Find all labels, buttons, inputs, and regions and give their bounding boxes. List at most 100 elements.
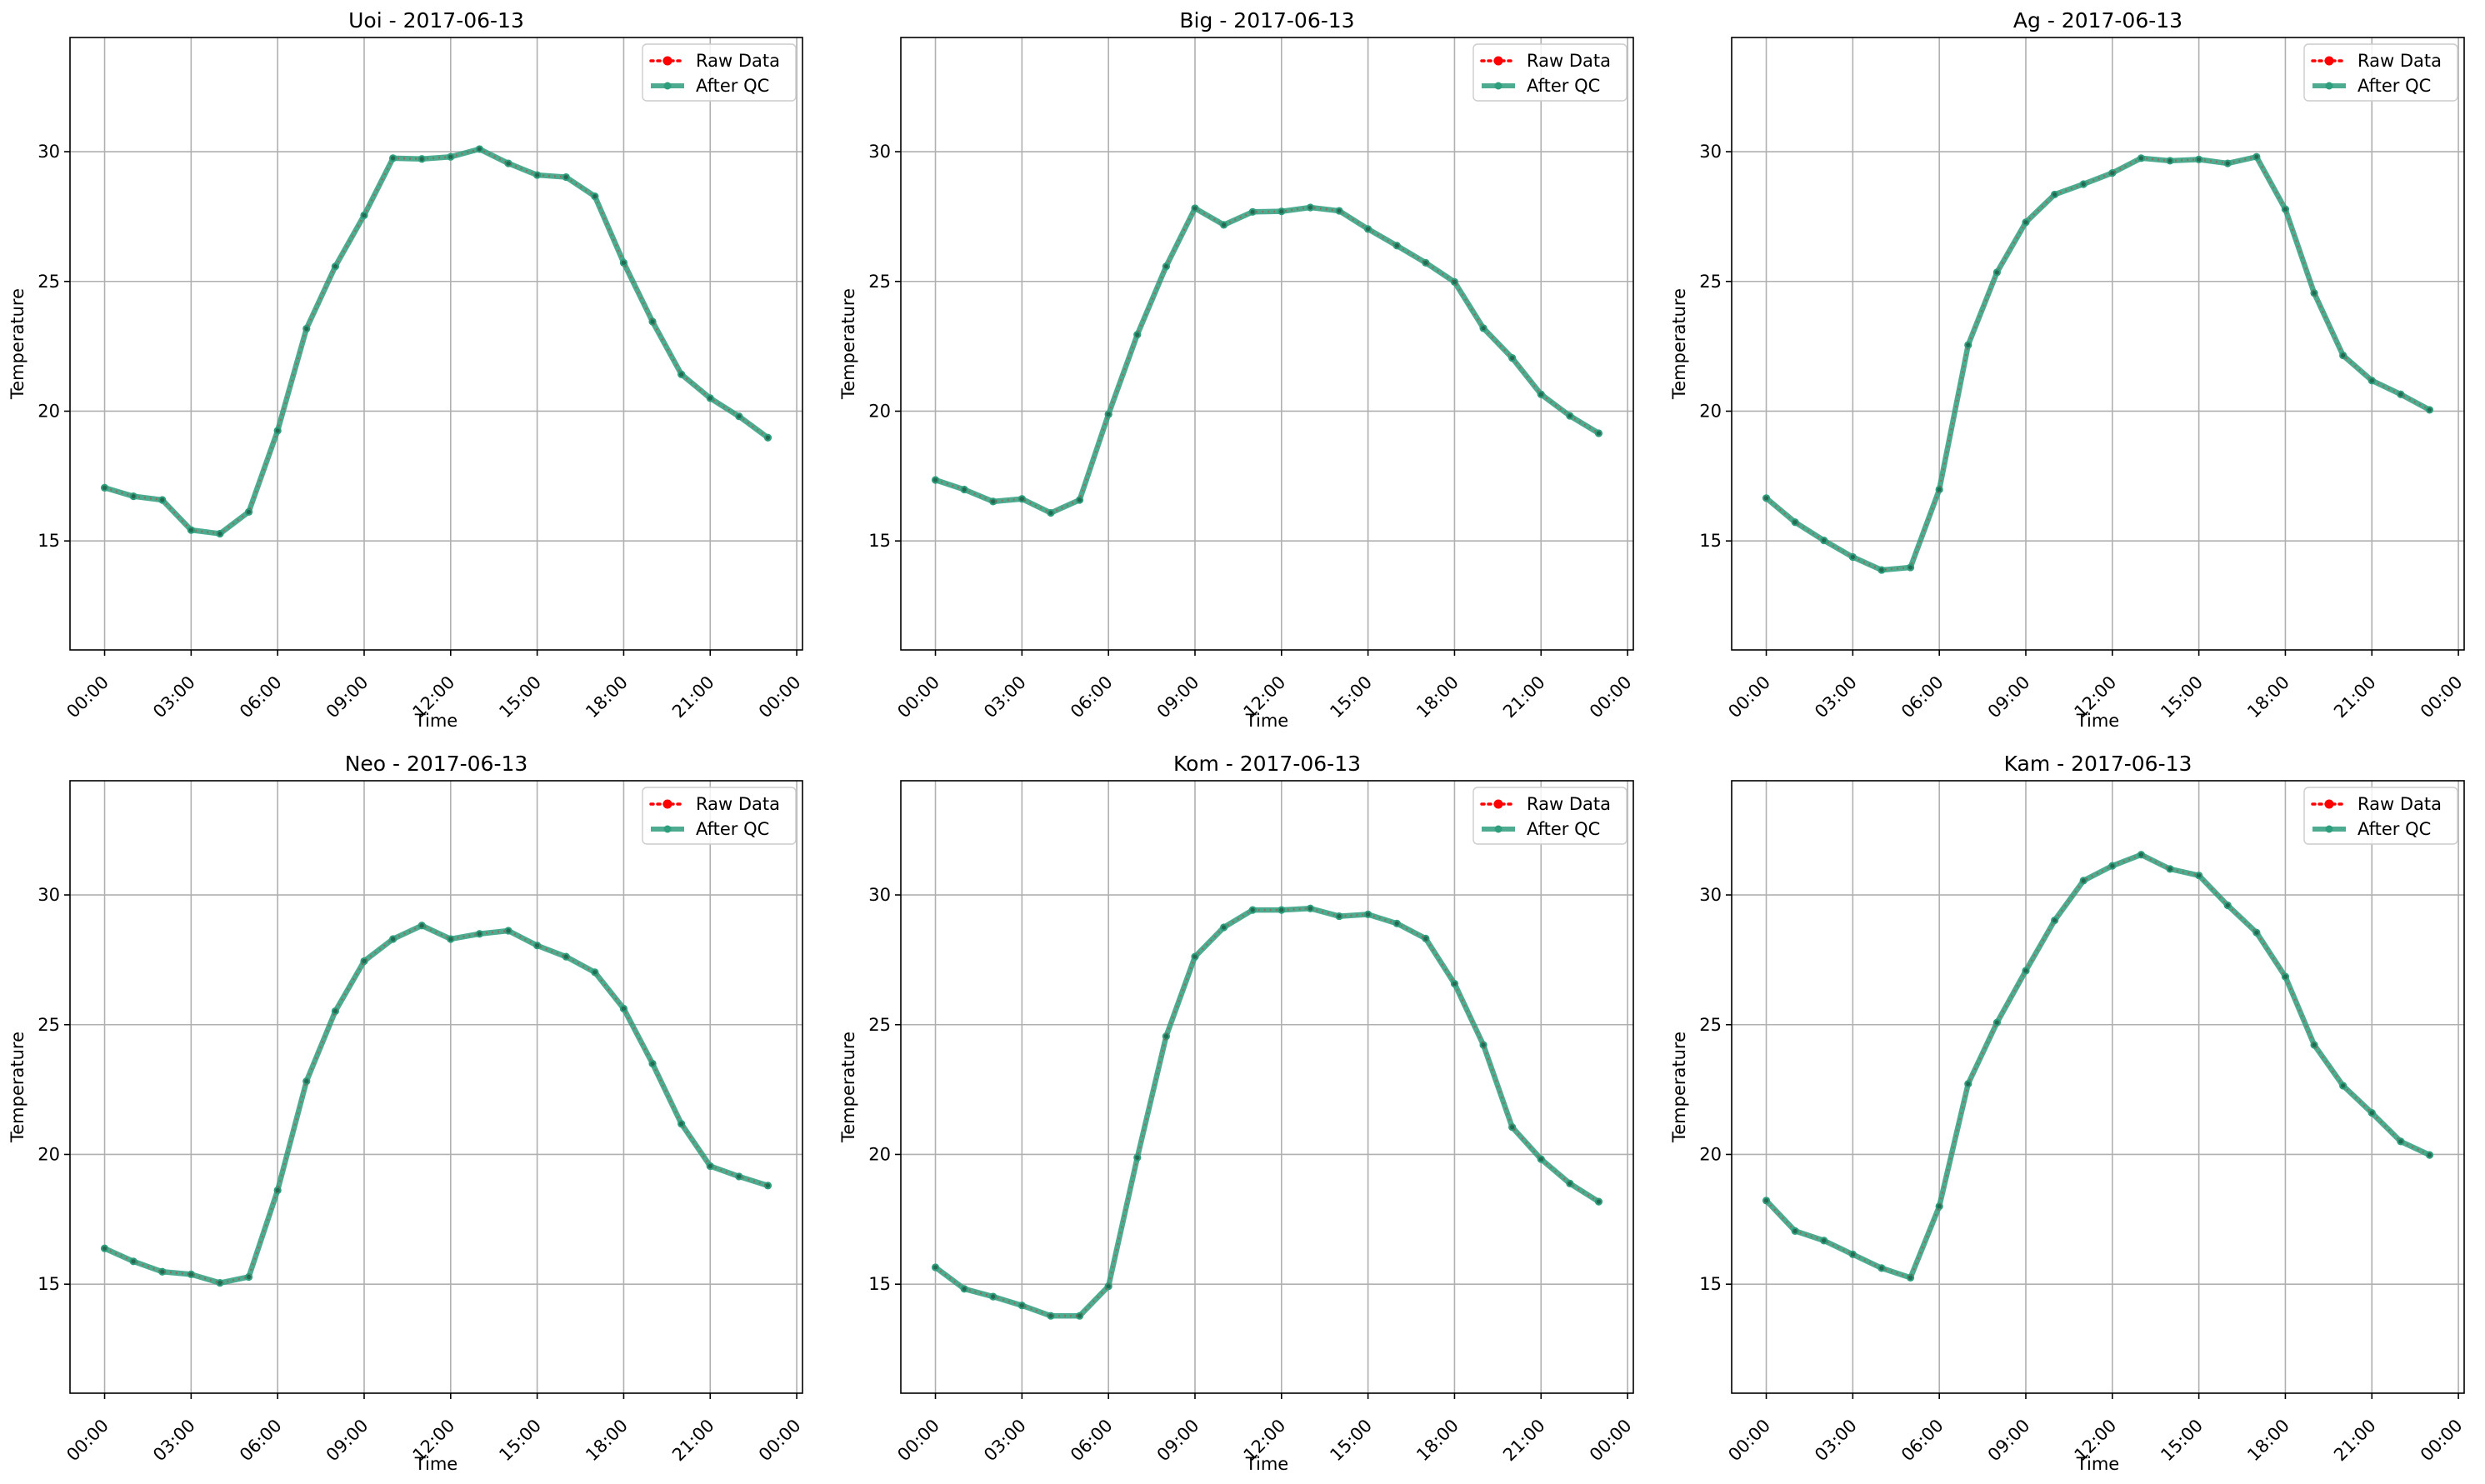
raw-data-point [2168,158,2172,163]
x-axis-label: Time [2076,1454,2119,1474]
raw-data-point [1077,497,1082,502]
raw-data-point [218,531,222,537]
y-axis-label: Temperature [8,288,28,400]
series-raw-data-line [104,924,768,1284]
subplot-title: Kom - 2017-06-13 [1173,752,1361,776]
legend-raw-marker [662,56,672,66]
raw-data-point [737,1174,742,1179]
raw-data-point [2110,863,2115,868]
raw-data-point [1792,520,1798,525]
x-tick-label: 03:00 [1811,672,1861,722]
raw-data-point [1019,497,1024,502]
legend-qc-marker [663,82,672,90]
raw-data-point [246,509,252,514]
subplot-1: 00:00 03:00 06:00 09:00 12:00 15:00 18:00 21:00… [8,8,805,731]
raw-data-point [1337,913,1342,919]
raw-data-point [1879,567,1884,572]
x-tick-label: 00:00 [755,1416,805,1466]
raw-data-point [765,435,771,440]
raw-data-point [1394,921,1399,926]
raw-data-point [2398,392,2403,397]
subplot-title: Uoi - 2017-06-13 [348,8,524,32]
raw-data-point [2225,161,2230,166]
raw-data-point [1994,1020,1999,1025]
legend-raw-marker [1493,56,1503,66]
legend-raw-label: Raw Data [1527,51,1611,71]
raw-data-point [1192,954,1198,959]
raw-data-point [1822,1238,1827,1243]
subplot-title: Neo - 2017-06-13 [345,752,528,776]
y-tick-label: 15 [1699,1274,1722,1294]
x-tick-label: 21:00 [2330,1416,2380,1466]
y-tick-label: 30 [38,885,60,905]
x-tick-label: 09:00 [1984,672,2034,722]
subplot-title: Kam - 2017-06-13 [2004,752,2192,776]
raw-data-point [1994,270,1999,275]
x-tick-label: 09:00 [322,1416,372,1466]
x-tick-label: 21:00 [668,672,718,722]
raw-data-point [1221,222,1227,227]
raw-data-point [650,319,655,324]
x-tick-label: 18:00 [1412,672,1462,722]
series-raw-data-line [1765,853,2430,1279]
x-tick-label: 21:00 [1499,672,1549,722]
raw-data-point [1279,907,1284,912]
y-tick-label: 25 [1699,1015,1722,1035]
raw-data-point [448,154,453,159]
raw-data-point [362,212,367,217]
raw-data-point [2427,407,2432,412]
raw-data-point [188,527,193,532]
raw-data-point [2197,873,2202,878]
raw-data-point [2052,192,2058,197]
raw-data-point [650,1061,655,1067]
legend-qc-marker [2325,82,2333,90]
raw-data-point [131,1259,136,1264]
legend-qc-label: After QC [1527,76,1600,96]
x-tick-label: 03:00 [980,672,1030,722]
subplot-title: Big - 2017-06-13 [1179,8,1354,32]
legend-qc-marker [1494,825,1502,833]
y-axis-label: Temperature [1669,288,1689,400]
raw-data-point [131,494,136,499]
series-after-qc-line [1763,852,2432,1281]
raw-data-point [1048,1313,1053,1318]
series-after-qc-line [102,146,771,537]
legend-qc-label: After QC [2358,76,2431,96]
raw-data-point [2197,157,2202,162]
raw-data-point [1879,1266,1884,1271]
raw-data-point [1279,209,1284,214]
raw-data-point [1763,496,1769,501]
legend-qc-label: After QC [1527,819,1600,839]
raw-data-point [1308,906,1313,911]
legend: Raw Data After QC [1472,787,1628,845]
series-after-qc-line [932,905,1602,1319]
raw-data-point [621,1006,627,1012]
y-tick-label: 25 [868,272,891,292]
raw-data-point [275,428,280,433]
raw-data-point [1908,565,1913,570]
y-tick-label: 30 [868,142,891,162]
x-tick-label: 09:00 [1153,1416,1203,1466]
y-tick-label: 20 [868,401,891,421]
legend-qc-label: After QC [696,819,769,839]
y-tick-label: 25 [38,272,60,292]
y-tick-label: 30 [868,885,891,905]
raw-data-point [737,414,742,419]
raw-data-point [1908,1275,1913,1281]
raw-data-point [1308,205,1313,210]
plot-frame [1731,780,2465,1394]
legend-qc-marker [1494,82,1502,90]
raw-data-point [1481,326,1486,331]
x-axis-label: Time [414,1454,458,1474]
subplot-5: 00:00 03:00 06:00 09:00 12:00 15:00 18:00 21:00… [838,752,1636,1474]
raw-data-point [679,372,684,377]
y-axis-label: Temperature [838,1032,858,1143]
legend: Raw Data After QC [1472,43,1628,102]
legend: Raw Data After QC [2303,43,2458,102]
raw-data-point [332,264,338,269]
raw-data-point [592,970,598,975]
raw-data-point [419,923,424,928]
raw-data-point [477,147,482,152]
raw-data-point [1568,413,1572,418]
x-tick-label: 21:00 [1499,1416,1549,1466]
